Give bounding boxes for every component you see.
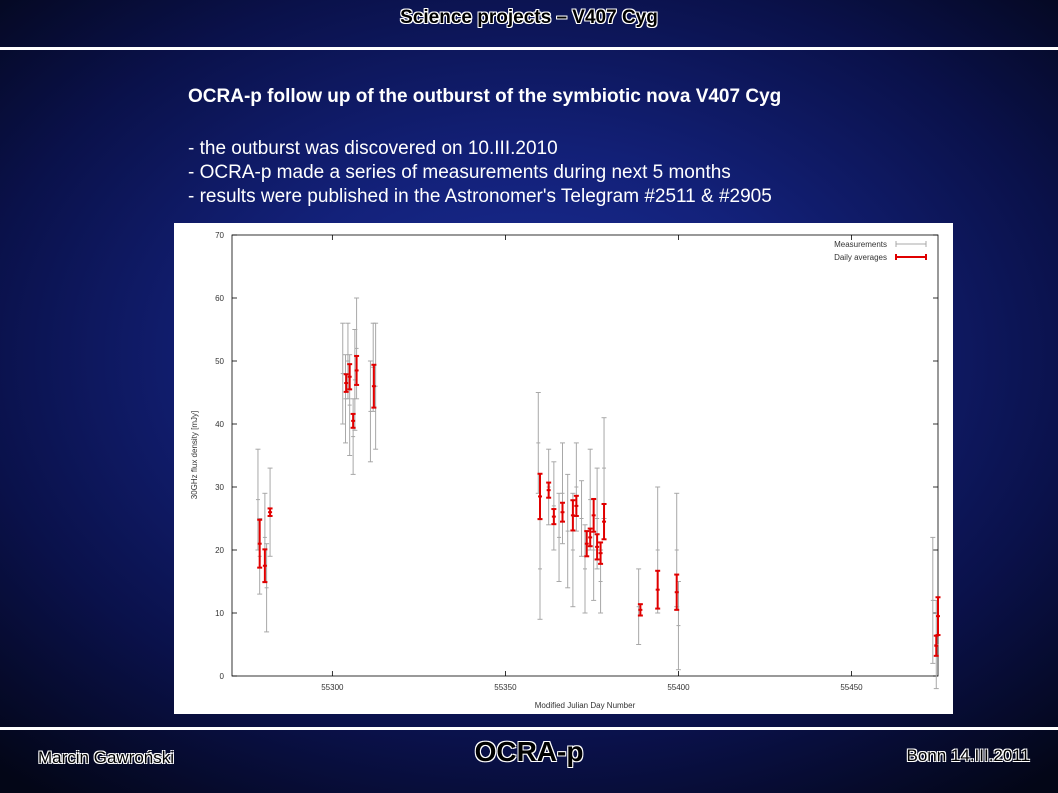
daily-average-point	[551, 508, 557, 526]
plot-frame	[231, 234, 939, 677]
measurement-point	[560, 442, 566, 545]
daily-average-point	[587, 527, 593, 548]
slide-title: Science projects – V407 Cyg	[400, 7, 658, 28]
daily-average-point	[560, 501, 566, 523]
daily-average-point	[267, 507, 273, 517]
y-tick-label: 70	[215, 231, 224, 240]
daily-average-point	[674, 573, 680, 611]
daily-average-point	[546, 481, 552, 499]
y-tick-label: 10	[215, 609, 224, 618]
daily-average-point	[591, 497, 597, 533]
measurement-point	[579, 480, 585, 557]
daily-average-point	[347, 363, 353, 391]
y-tick-label: 60	[215, 294, 224, 303]
x-tick-label: 55300	[321, 683, 344, 692]
legend-label-daily-averages: Daily averages	[834, 253, 887, 262]
measurement-point	[551, 461, 557, 551]
daily-average-point	[584, 530, 590, 558]
legend-swatch-measurements	[895, 241, 927, 247]
bullet-discovery: - the outburst was discovered on 10.III.…	[188, 138, 558, 159]
measurement-point	[255, 448, 261, 551]
slide-text-block: OCRA-p follow up of the outburst of the …	[188, 83, 781, 209]
daily-average-point	[594, 533, 600, 561]
y-tick-label: 0	[220, 672, 225, 681]
x-tick-label: 55450	[840, 683, 863, 692]
measurement-point	[264, 543, 270, 633]
y-tick-label: 50	[215, 357, 224, 366]
flux-density-plot: 0 10 20 30 40 50 60 70 55300 55350 55400 55450 30G…	[174, 223, 953, 714]
daily-average-point	[655, 569, 661, 610]
daily-average-point	[601, 503, 607, 541]
footer-logo-text: OCRA-p	[474, 736, 584, 767]
daily-average-point	[371, 363, 377, 409]
footer-place-date: Bonn 14.III.2011	[906, 746, 1030, 765]
y-axis-label: 30GHz flux density [mJy]	[190, 411, 199, 499]
slide-heading: OCRA-p follow up of the outburst of the …	[188, 86, 782, 107]
daily-average-point	[598, 541, 604, 565]
bullet-measurements: - OCRA-p made a series of measurements d…	[188, 162, 731, 183]
daily-average-point	[637, 603, 643, 617]
daily-average-point	[935, 596, 941, 637]
measurement-point	[537, 518, 543, 620]
bullet-publication: - results were published in the Astronom…	[188, 186, 772, 207]
x-axis-label: Modified Julian Day Number	[535, 701, 636, 710]
x-tick-label: 55400	[667, 683, 690, 692]
bottom-divider	[0, 727, 1058, 730]
y-tick-label: 30	[215, 483, 224, 492]
daily-average-point	[354, 354, 360, 386]
chart-svg: 0 10 20 30 40 50 60 70 55300 55350 55400 55450 30G…	[190, 231, 941, 710]
y-tick-label: 40	[215, 420, 224, 429]
measurement-point	[573, 442, 579, 532]
y-tick-label: 20	[215, 546, 224, 555]
footer-author: Marcin Gawroński	[38, 748, 175, 767]
daily-average-point	[262, 548, 268, 584]
top-divider	[0, 47, 1058, 50]
daily-average-point	[350, 412, 356, 429]
legend-swatch-daily-averages	[895, 254, 927, 260]
measurement-point	[556, 492, 562, 582]
x-tick-label: 55350	[494, 683, 517, 692]
daily-average-point	[343, 373, 349, 393]
measurement-point	[582, 524, 588, 614]
legend: Measurements Daily averages	[834, 240, 927, 262]
daily-average-point	[573, 494, 579, 517]
measurement-point	[565, 473, 571, 589]
daily-average-point	[257, 518, 263, 569]
legend-label-measurements: Measurements	[834, 240, 887, 249]
daily-average-point	[537, 472, 543, 521]
